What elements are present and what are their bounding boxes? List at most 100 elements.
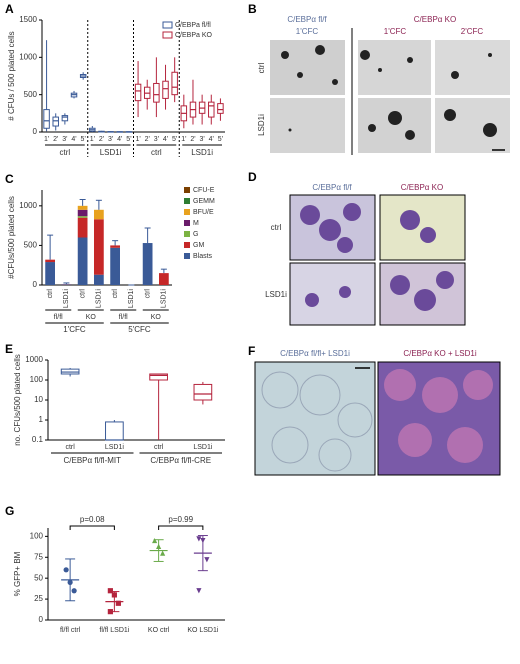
x-tick-label: KO LSD1i (187, 627, 219, 634)
x-tick-label: 3' (154, 136, 159, 143)
box (134, 83, 142, 102)
panel-b: B C/EBPα fl/f C/EBPα KO 1'CFC 1'CFC 2'CF… (248, 2, 510, 155)
bar-segment (77, 209, 88, 217)
bar-segment (77, 217, 88, 238)
group-label: fl/fl (119, 314, 128, 321)
group-label: KO (151, 314, 162, 321)
group-label: C/EBPα fl/fl-MIT (63, 456, 121, 465)
point (107, 588, 113, 594)
x-tick-label: ctrl (79, 289, 86, 299)
box (153, 82, 160, 103)
bar-segment (77, 205, 88, 210)
legend-swatch (184, 220, 190, 226)
legend-label: BFU/E (193, 209, 214, 216)
x-tick-label: 1' (135, 136, 140, 143)
panel-letter: A (5, 2, 14, 16)
legend-swatch (184, 187, 190, 193)
legend-swatch (184, 242, 190, 248)
legend-swatch (184, 231, 190, 237)
box (193, 383, 213, 401)
group-label: C/EBPα fl/fl-CRE (150, 456, 211, 465)
x-tick-label: 5' (126, 136, 131, 143)
y-tick-label: 0.1 (32, 435, 44, 444)
micrograph (358, 40, 431, 95)
subheader: 2'CFC (461, 27, 484, 36)
header: C/EBPα KO (401, 183, 443, 192)
panel-letter: D (248, 170, 257, 184)
x-tick-label: 2' (145, 136, 150, 143)
panel-letter: C (5, 172, 14, 186)
x-tick-label: 4' (71, 136, 76, 143)
micrograph (379, 194, 466, 261)
annotation: p=0.99 (168, 515, 193, 524)
x-tick-label: KO ctrl (148, 627, 170, 634)
annotation: p=0.08 (80, 515, 105, 524)
point (71, 588, 77, 594)
y-tick-label: 1 (39, 415, 44, 424)
box (149, 373, 168, 381)
point (115, 600, 121, 606)
micrograph (270, 98, 345, 153)
header: C/EBPα KO (414, 15, 456, 24)
x-tick-label: 3' (200, 136, 205, 143)
bar-segment (77, 237, 88, 285)
y-tick-label: 1000 (19, 201, 37, 210)
y-tick-label: 10 (34, 395, 43, 404)
y-tick-label: 1000 (25, 355, 43, 364)
point (196, 588, 202, 594)
x-tick-label: 1' (44, 136, 49, 143)
x-tick-label: ctrl (65, 444, 75, 451)
x-tick-label: 4' (117, 136, 122, 143)
legend-label: C/EBPa KO (175, 32, 213, 39)
panel-letter: G (5, 504, 14, 518)
legend-swatch (184, 253, 190, 259)
subheader: 1'CFC (384, 27, 407, 36)
legend-label: G (193, 231, 198, 238)
row-label: LSD1i (257, 114, 266, 136)
header: C/EBPα fl/fl+ LSD1i (280, 349, 350, 358)
legend-swatch (184, 209, 190, 215)
panel-d: D C/EBPα fl/f C/EBPα KO ctrl LSD1i (248, 170, 466, 326)
point (63, 567, 69, 573)
x-tick-label: 3' (62, 136, 67, 143)
box (61, 115, 69, 122)
legend-swatch (184, 198, 190, 204)
bracket (69, 525, 115, 530)
bar-segment (159, 273, 169, 285)
x-tick-label: ctrl (144, 289, 151, 299)
bracket (158, 525, 204, 530)
x-tick-label: LSD1i (128, 289, 135, 309)
x-tick-label: ctrl (47, 289, 54, 299)
y-tick-label: 100 (30, 375, 44, 384)
y-tick-label: 75 (34, 552, 43, 561)
x-tick-label: 4' (163, 136, 168, 143)
y-axis-label: no. CFUs/500 plated cells (13, 354, 22, 446)
point (160, 550, 166, 556)
x-tick-label: ctrl (154, 444, 164, 451)
group-label: KO (86, 314, 97, 321)
x-tick-label: 5' (81, 136, 86, 143)
x-tick-label: fl/fl LSD1i (99, 627, 129, 634)
group-label: LSD1i (191, 148, 213, 157)
y-tick-label: 1500 (19, 15, 37, 24)
group-label: LSD1i (100, 148, 122, 157)
panel-f: F C/EBPα fl/fl+ LSD1i C/EBPα KO + LSD1i (248, 344, 501, 476)
supergroup-label: 5'CFC (128, 325, 151, 334)
cells (384, 369, 493, 463)
y-tick-label: 25 (34, 594, 43, 603)
x-tick-label: 1' (90, 136, 95, 143)
y-tick-label: 500 (24, 90, 38, 99)
box (43, 109, 50, 129)
header: C/EBPα fl/f (312, 183, 352, 192)
x-tick-label: 4' (209, 136, 214, 143)
bar-segment (77, 216, 88, 218)
row-label: ctrl (257, 62, 266, 73)
cells (261, 371, 373, 472)
y-tick-label: 0 (33, 127, 38, 136)
header: C/EBPα fl/f (287, 15, 327, 24)
row-label: LSD1i (265, 290, 287, 299)
point (152, 537, 158, 544)
y-axis-label: # CFUs / 500 plated cells (7, 31, 16, 120)
box (217, 103, 224, 114)
